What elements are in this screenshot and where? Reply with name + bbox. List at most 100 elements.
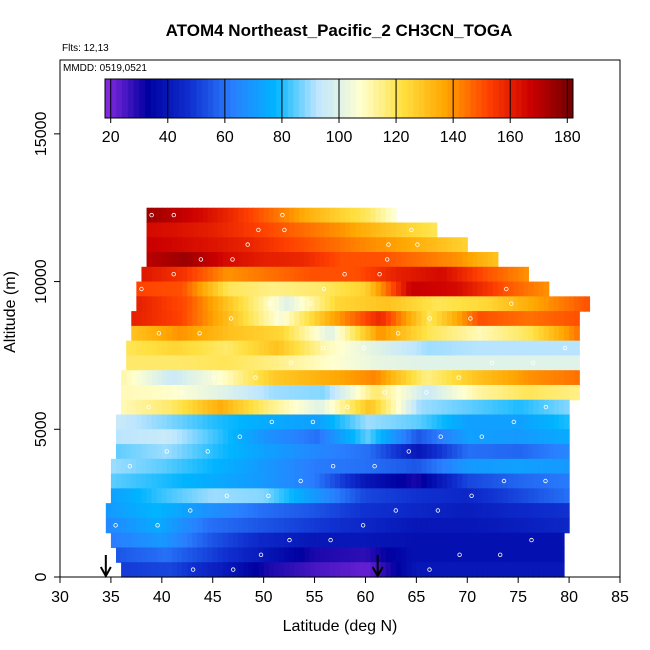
- heatmap-cell: [375, 296, 382, 312]
- heatmap-cell: [222, 325, 229, 342]
- heatmap-cell: [574, 355, 580, 371]
- sample-marker: [424, 390, 429, 395]
- heatmap-cell: [513, 562, 519, 578]
- heatmap-cell: [533, 399, 540, 416]
- heatmap-cell: [533, 517, 540, 534]
- heatmap-cell: [294, 444, 300, 460]
- heatmap-cell: [187, 458, 193, 475]
- heatmap-cell: [543, 355, 550, 371]
- heatmap-cell: [177, 340, 183, 357]
- heatmap-cell: [467, 252, 473, 268]
- heatmap-cell: [116, 517, 122, 534]
- heatmap-cell: [421, 281, 428, 297]
- heatmap-cell: [452, 458, 458, 475]
- heatmap-cell: [263, 370, 270, 386]
- heatmap-cell: [299, 547, 305, 563]
- y-axis-label: Altitude (m): [2, 271, 19, 353]
- heatmap-cell: [436, 488, 443, 504]
- heatmap-cell: [441, 370, 448, 386]
- heatmap-cell: [523, 473, 529, 489]
- heatmap-cell: [278, 340, 285, 357]
- heatmap-cell: [380, 311, 387, 327]
- heatmap-cell: [110, 532, 117, 549]
- heatmap-cell: [207, 384, 214, 401]
- heatmap-cell: [217, 370, 224, 386]
- heatmap-cell: [263, 384, 270, 401]
- colorbar-strip: [270, 79, 277, 118]
- heatmap-cell: [523, 340, 529, 357]
- heatmap-cell: [508, 532, 514, 549]
- heatmap-cell: [487, 325, 494, 342]
- heatmap-cell: [441, 311, 448, 327]
- sample-marker: [280, 212, 285, 218]
- sample-marker: [224, 493, 229, 498]
- heatmap-cell: [248, 503, 255, 519]
- heatmap-cell: [497, 488, 504, 504]
- heatmap-cell: [360, 473, 367, 489]
- heatmap-cell: [182, 473, 188, 489]
- colorbar-strip: [224, 79, 232, 118]
- heatmap-cell: [141, 532, 148, 549]
- heatmap-cell: [136, 311, 143, 327]
- heatmap-cell: [340, 207, 346, 224]
- heatmap-cell: [192, 444, 199, 460]
- colorbar-strip: [550, 79, 557, 118]
- heatmap-cell: [350, 517, 356, 534]
- heatmap-cell: [441, 325, 448, 342]
- heatmap-cell: [360, 458, 367, 475]
- heatmap-cell: [258, 252, 265, 268]
- colorbar-strip: [144, 79, 152, 118]
- heatmap-cell: [299, 488, 305, 504]
- heatmap-cell: [538, 340, 545, 357]
- heatmap-cell: [314, 488, 321, 504]
- heatmap-cell: [431, 266, 438, 283]
- heatmap-cell: [467, 266, 473, 283]
- heatmap-cell: [574, 370, 580, 386]
- heatmap-cell: [467, 370, 473, 386]
- heatmap-cell: [523, 266, 529, 283]
- heatmap-cell: [202, 384, 209, 401]
- heatmap-cell: [502, 488, 509, 504]
- heatmap-cell: [289, 429, 295, 445]
- heatmap-cell: [273, 340, 280, 357]
- heatmap-cell: [416, 325, 423, 342]
- heatmap-cell: [268, 384, 275, 401]
- heatmap-cell: [212, 517, 219, 534]
- heatmap-cell: [166, 517, 173, 534]
- colorbar-tick-label: 100: [326, 129, 353, 146]
- heatmap-cell: [278, 384, 285, 401]
- heatmap-cell: [441, 458, 448, 475]
- heatmap-cell: [146, 517, 153, 534]
- colorbar-strip: [321, 79, 329, 118]
- heatmap-cell: [370, 547, 377, 563]
- colorbar-tick-label: 80: [273, 129, 291, 146]
- heatmap-cell: [411, 266, 417, 283]
- heatmap-cell: [151, 429, 158, 445]
- heatmap-cell: [187, 517, 193, 534]
- heatmap-cell: [360, 222, 367, 238]
- heatmap-cell: [345, 532, 351, 549]
- heatmap-cell: [462, 237, 468, 253]
- heatmap-cell: [558, 444, 565, 460]
- heatmap-cell: [426, 458, 433, 475]
- heatmap-cell: [543, 296, 550, 312]
- heatmap-cell: [284, 355, 290, 371]
- heatmap-cell: [253, 384, 260, 401]
- heatmap-cell: [396, 370, 402, 386]
- heatmap-cell: [467, 444, 473, 460]
- heatmap-cell: [487, 547, 494, 563]
- sample-marker: [511, 419, 516, 425]
- colorbar-strip: [173, 79, 180, 118]
- heatmap-cell: [513, 370, 519, 386]
- heatmap-cell: [538, 473, 545, 489]
- heatmap-cell: [273, 562, 280, 578]
- heatmap-cell: [487, 340, 494, 357]
- heatmap-cell: [324, 222, 331, 238]
- colorbar-strip: [339, 79, 346, 118]
- heatmap-cell: [380, 296, 387, 312]
- heatmap-cell: [146, 340, 153, 357]
- heatmap-cell: [304, 370, 311, 386]
- heatmap-cell: [426, 266, 433, 283]
- heatmap-cell: [502, 340, 509, 357]
- heatmap-cell: [146, 237, 153, 253]
